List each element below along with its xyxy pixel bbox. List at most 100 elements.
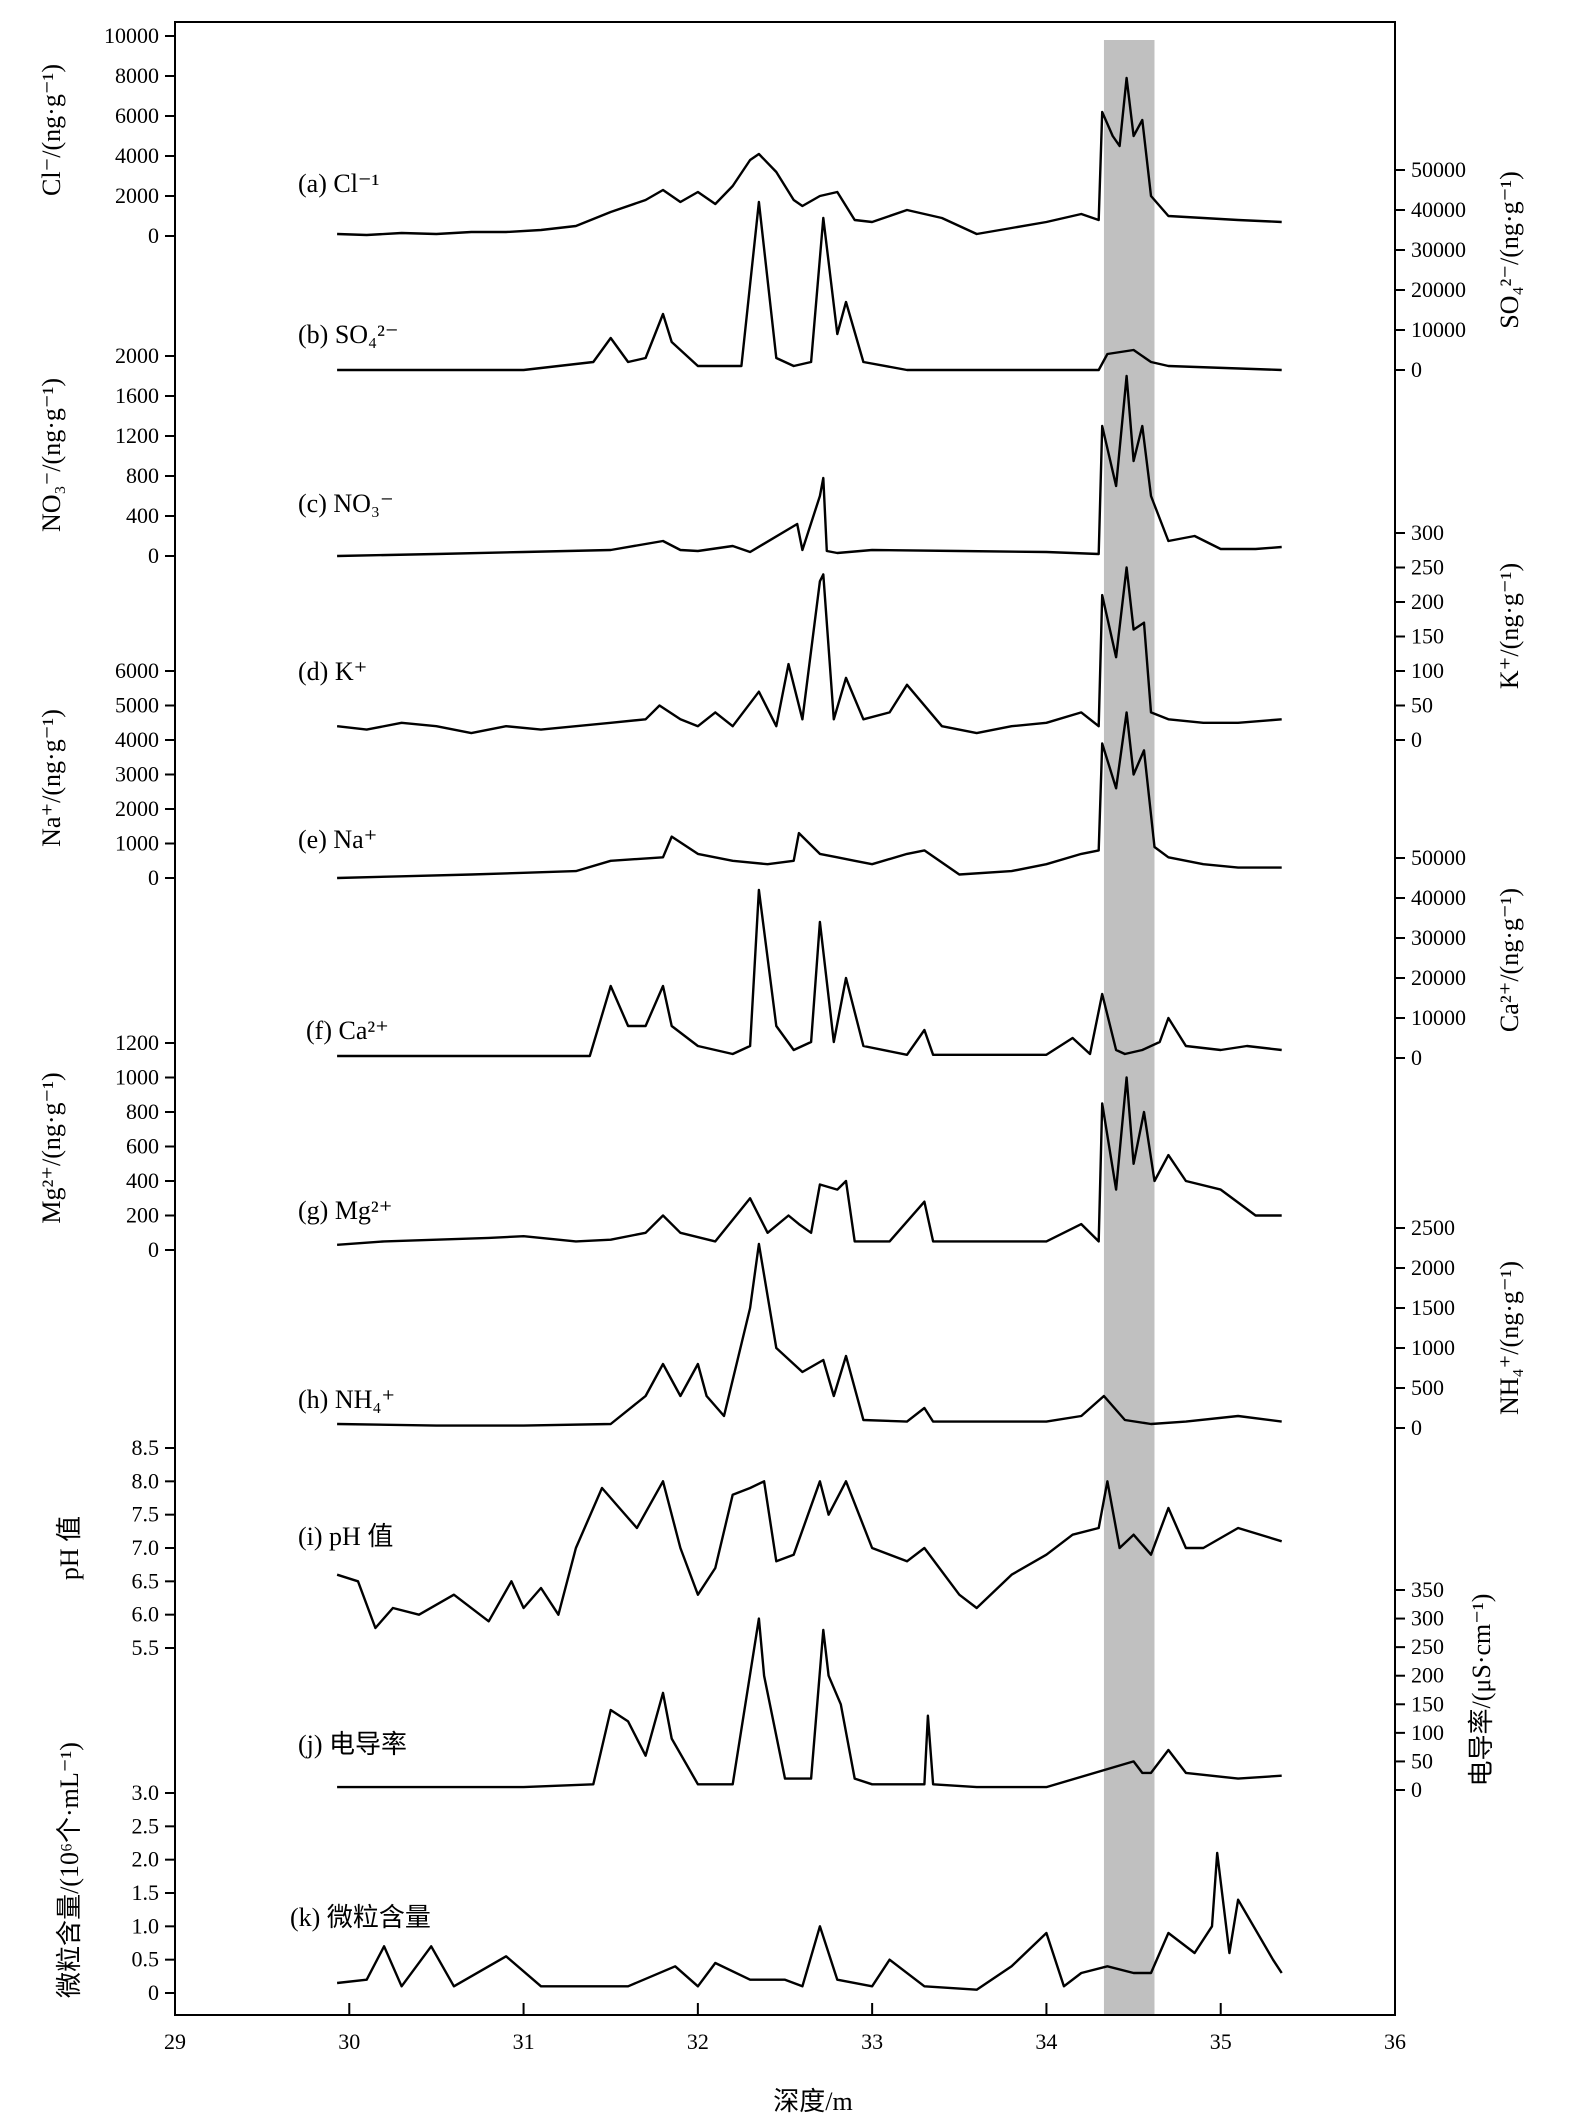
y-tick-label: 2000 bbox=[115, 343, 159, 368]
y-tick-label: 0 bbox=[1411, 1045, 1422, 1070]
series-label: (i) pH 值 bbox=[298, 1522, 393, 1551]
series-line bbox=[337, 374, 1282, 558]
y-tick-label: 0.5 bbox=[132, 1947, 160, 1972]
y-tick-label: 10000 bbox=[1411, 317, 1466, 342]
y-tick-label: 4000 bbox=[115, 143, 159, 168]
series-label: (b) SO₄²⁻ bbox=[298, 320, 399, 349]
y-tick-label: 1000 bbox=[115, 1065, 159, 1090]
y-tick-label: 1000 bbox=[1411, 1335, 1455, 1360]
y-tick-label: 10000 bbox=[1411, 1005, 1466, 1030]
series-line bbox=[337, 1617, 1282, 1789]
y-tick-label: 50000 bbox=[1411, 845, 1466, 870]
series-line bbox=[336, 1851, 1283, 1991]
x-tick-label: 32 bbox=[687, 2029, 709, 2054]
y-tick-label: 200 bbox=[1411, 589, 1444, 614]
y-tick-label: 10000 bbox=[104, 23, 159, 48]
y-tick-label: 8000 bbox=[115, 63, 159, 88]
y-axis-title: Ca²⁺/(ng·g⁻¹) bbox=[1495, 888, 1524, 1032]
y-tick-label: 100 bbox=[1411, 658, 1444, 683]
y-tick-label: 20000 bbox=[1411, 965, 1466, 990]
y-tick-label: 5000 bbox=[115, 693, 159, 718]
y-tick-label: 7.5 bbox=[132, 1502, 160, 1527]
y-tick-label: 0 bbox=[148, 543, 159, 568]
series-label: (a) Cl⁻¹ bbox=[298, 169, 379, 198]
y-tick-label: 400 bbox=[126, 1168, 159, 1193]
y-tick-label: 30000 bbox=[1411, 925, 1466, 950]
panel-8: 5.5 6.0 6.5 7.0 7.5 8.0 8.5 pH 值 (i) pH 值 bbox=[55, 1435, 1283, 1660]
y-axis-title: 微粒含量/(10⁶个·mL⁻¹) bbox=[55, 1742, 84, 1998]
panel-4: 0 1000 2000 3000 4000 5000 6000 Na⁺/(ng·g⁻¹) (e)… bbox=[37, 658, 1282, 890]
y-tick-label: 0 bbox=[1411, 1415, 1422, 1440]
panel-1: 0 10000 20000 30000 40000 50000 SO₄²⁻/(ng·g⁻¹)… bbox=[298, 157, 1524, 382]
y-tick-label: 4000 bbox=[115, 727, 159, 752]
y-tick-label: 0 bbox=[148, 1237, 159, 1262]
y-tick-label: 1200 bbox=[115, 423, 159, 448]
y-tick-label: 1200 bbox=[115, 1030, 159, 1055]
y-tick-label: 400 bbox=[126, 503, 159, 528]
y-tick-label: 250 bbox=[1411, 1634, 1444, 1659]
y-tick-label: 1600 bbox=[115, 383, 159, 408]
panel-6: 0 200 400 600 800 1000 1200 Mg²⁺/(ng·g⁻¹) (g) Mg… bbox=[37, 1030, 1282, 1262]
y-tick-label: 300 bbox=[1411, 520, 1444, 545]
x-tick-label: 30 bbox=[338, 2029, 360, 2054]
y-tick-label: 3.0 bbox=[132, 1780, 160, 1805]
y-tick-label: 0 bbox=[148, 223, 159, 248]
y-tick-label: 50 bbox=[1411, 693, 1433, 718]
x-tick-label: 33 bbox=[861, 2029, 883, 2054]
y-axis-title: Cl⁻/(ng·g⁻¹) bbox=[37, 64, 66, 196]
y-tick-label: 50 bbox=[1411, 1748, 1433, 1773]
series-line bbox=[337, 200, 1282, 372]
series-line bbox=[337, 888, 1282, 1058]
panel-0: 0 2000 4000 6000 8000 10000 Cl⁻/(ng·g⁻¹) (a) Cl… bbox=[37, 23, 1282, 248]
y-tick-label: 0 bbox=[148, 1980, 159, 2005]
y-axis-title: NO₃⁻/(ng·g⁻¹) bbox=[37, 378, 66, 532]
x-tick-label: 36 bbox=[1384, 2029, 1406, 2054]
y-axis-title: SO₄²⁻/(ng·g⁻¹) bbox=[1495, 171, 1524, 329]
series-line bbox=[336, 566, 1282, 735]
y-axis-title: 电导率/(μS·cm⁻¹) bbox=[1467, 1594, 1496, 1787]
y-tick-label: 1.5 bbox=[132, 1880, 160, 1905]
y-tick-label: 40000 bbox=[1411, 885, 1466, 910]
x-tick-label: 35 bbox=[1210, 2029, 1232, 2054]
y-tick-label: 200 bbox=[1411, 1663, 1444, 1688]
y-tick-label: 1500 bbox=[1411, 1295, 1455, 1320]
series-line bbox=[337, 711, 1282, 880]
panel-3: 0 50 100 150 200 250 300 K⁺/(ng·g⁻¹) (d) K⁺ bbox=[298, 520, 1524, 752]
x-tick-label: 31 bbox=[513, 2029, 535, 2054]
y-tick-label: 1.0 bbox=[132, 1913, 160, 1938]
y-tick-label: 8.0 bbox=[132, 1468, 160, 1493]
y-tick-label: 0 bbox=[148, 865, 159, 890]
y-tick-label: 150 bbox=[1411, 624, 1444, 649]
panel-5: 0 10000 20000 30000 40000 50000 Ca²⁺/(ng·g⁻¹) (… bbox=[306, 845, 1524, 1070]
y-tick-label: 2000 bbox=[115, 796, 159, 821]
series-label: (d) K⁺ bbox=[298, 657, 367, 686]
series-label: (g) Mg²⁺ bbox=[298, 1196, 392, 1225]
y-tick-label: 100 bbox=[1411, 1720, 1444, 1745]
y-tick-label: 50000 bbox=[1411, 157, 1466, 182]
y-tick-label: 200 bbox=[126, 1203, 159, 1228]
y-tick-label: 8.5 bbox=[132, 1435, 160, 1460]
y-tick-label: 250 bbox=[1411, 555, 1444, 580]
y-tick-label: 1000 bbox=[115, 831, 159, 856]
series-label: (h) NH₄⁺ bbox=[298, 1385, 395, 1414]
y-tick-label: 40000 bbox=[1411, 197, 1466, 222]
y-tick-label: 0 bbox=[1411, 1777, 1422, 1802]
y-axis-title: pH 值 bbox=[55, 1516, 84, 1580]
y-tick-label: 0 bbox=[1411, 357, 1422, 382]
series-label: (f) Ca²⁺ bbox=[306, 1016, 389, 1045]
y-tick-label: 350 bbox=[1411, 1577, 1444, 1602]
y-axis-title: NH₄⁺/(ng·g⁻¹) bbox=[1495, 1261, 1524, 1415]
y-tick-label: 3000 bbox=[115, 762, 159, 787]
y-tick-label: 7.0 bbox=[132, 1535, 160, 1560]
y-tick-label: 2.5 bbox=[132, 1813, 160, 1838]
y-tick-label: 800 bbox=[126, 463, 159, 488]
y-tick-label: 600 bbox=[126, 1134, 159, 1159]
panel-2: 0 400 800 1200 1600 2000 NO₃⁻/(ng·g⁻¹) (c) NO₃⁻ bbox=[37, 343, 1282, 568]
series-line bbox=[336, 1480, 1283, 1630]
panel-9: 0 50 100 150 200 250 300 350 电导率/(μS·cm⁻¹) (j) 电导… bbox=[298, 1577, 1496, 1802]
y-tick-label: 6000 bbox=[115, 103, 159, 128]
y-tick-label: 150 bbox=[1411, 1691, 1444, 1716]
series-line bbox=[337, 1076, 1282, 1246]
